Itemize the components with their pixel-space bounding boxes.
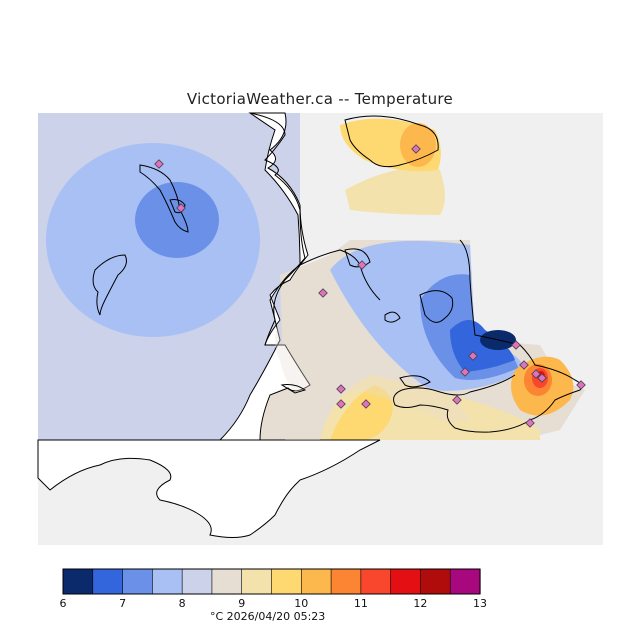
legend-cell — [449, 568, 481, 595]
legend-cell — [211, 568, 243, 595]
station-marker[interactable] — [176, 203, 186, 213]
legend-cell — [300, 568, 332, 595]
station-marker[interactable] — [525, 418, 535, 428]
station-marker[interactable] — [452, 395, 462, 405]
station-marker[interactable] — [519, 360, 529, 370]
station-marker[interactable] — [460, 367, 470, 377]
station-marker[interactable] — [357, 260, 367, 270]
station-marker[interactable] — [468, 351, 478, 361]
legend-cell — [152, 568, 183, 595]
legend-ticks: 6 7 8 9 10 11 12 13 — [60, 597, 488, 610]
legend-cell — [390, 568, 422, 595]
land-interior-lower — [275, 287, 470, 440]
legend-cell — [241, 568, 273, 595]
legend-tick-label: 11 — [354, 597, 368, 610]
legend-tick-label: 8 — [179, 597, 186, 610]
legend-cells — [62, 568, 481, 595]
station-marker[interactable] — [318, 288, 328, 298]
station-markers — [154, 144, 586, 428]
south-warm-core — [330, 385, 393, 440]
station-marker[interactable] — [537, 373, 547, 383]
legend-tick-label: 7 — [119, 597, 126, 610]
north-warm-band — [345, 167, 445, 215]
station-marker[interactable] — [576, 380, 586, 390]
legend-tick-label: 10 — [294, 597, 308, 610]
legend-tick-label: 12 — [413, 597, 427, 610]
station-marker[interactable] — [361, 399, 371, 409]
station-marker[interactable] — [336, 384, 346, 394]
legend-cell — [271, 568, 302, 595]
legend-tick-label: 6 — [60, 597, 67, 610]
legend-frame — [62, 568, 481, 595]
timestamp: °C 2026/04/20 05:23 — [210, 610, 326, 623]
station-marker[interactable] — [531, 369, 541, 379]
station-marker[interactable] — [154, 159, 164, 169]
contour-right-inner — [450, 320, 515, 372]
legend-tick-label: 13 — [473, 597, 487, 610]
legend-cell — [330, 568, 362, 595]
station-marker[interactable] — [336, 399, 346, 409]
legend-cell — [360, 568, 392, 595]
land-mainland-north — [218, 112, 311, 441]
legend-cell — [181, 568, 213, 595]
map-title: VictoriaWeather.ca -- Temperature — [186, 90, 454, 108]
legend-cell — [420, 568, 451, 595]
legend-cell — [62, 568, 94, 595]
legend-tick-label: 9 — [238, 597, 245, 610]
station-marker[interactable] — [411, 144, 421, 154]
contour-left-inner — [135, 182, 219, 258]
legend-cell — [122, 568, 153, 595]
station-marker[interactable] — [511, 340, 521, 350]
land-southwest — [37, 439, 381, 538]
legend-cell — [92, 568, 124, 595]
